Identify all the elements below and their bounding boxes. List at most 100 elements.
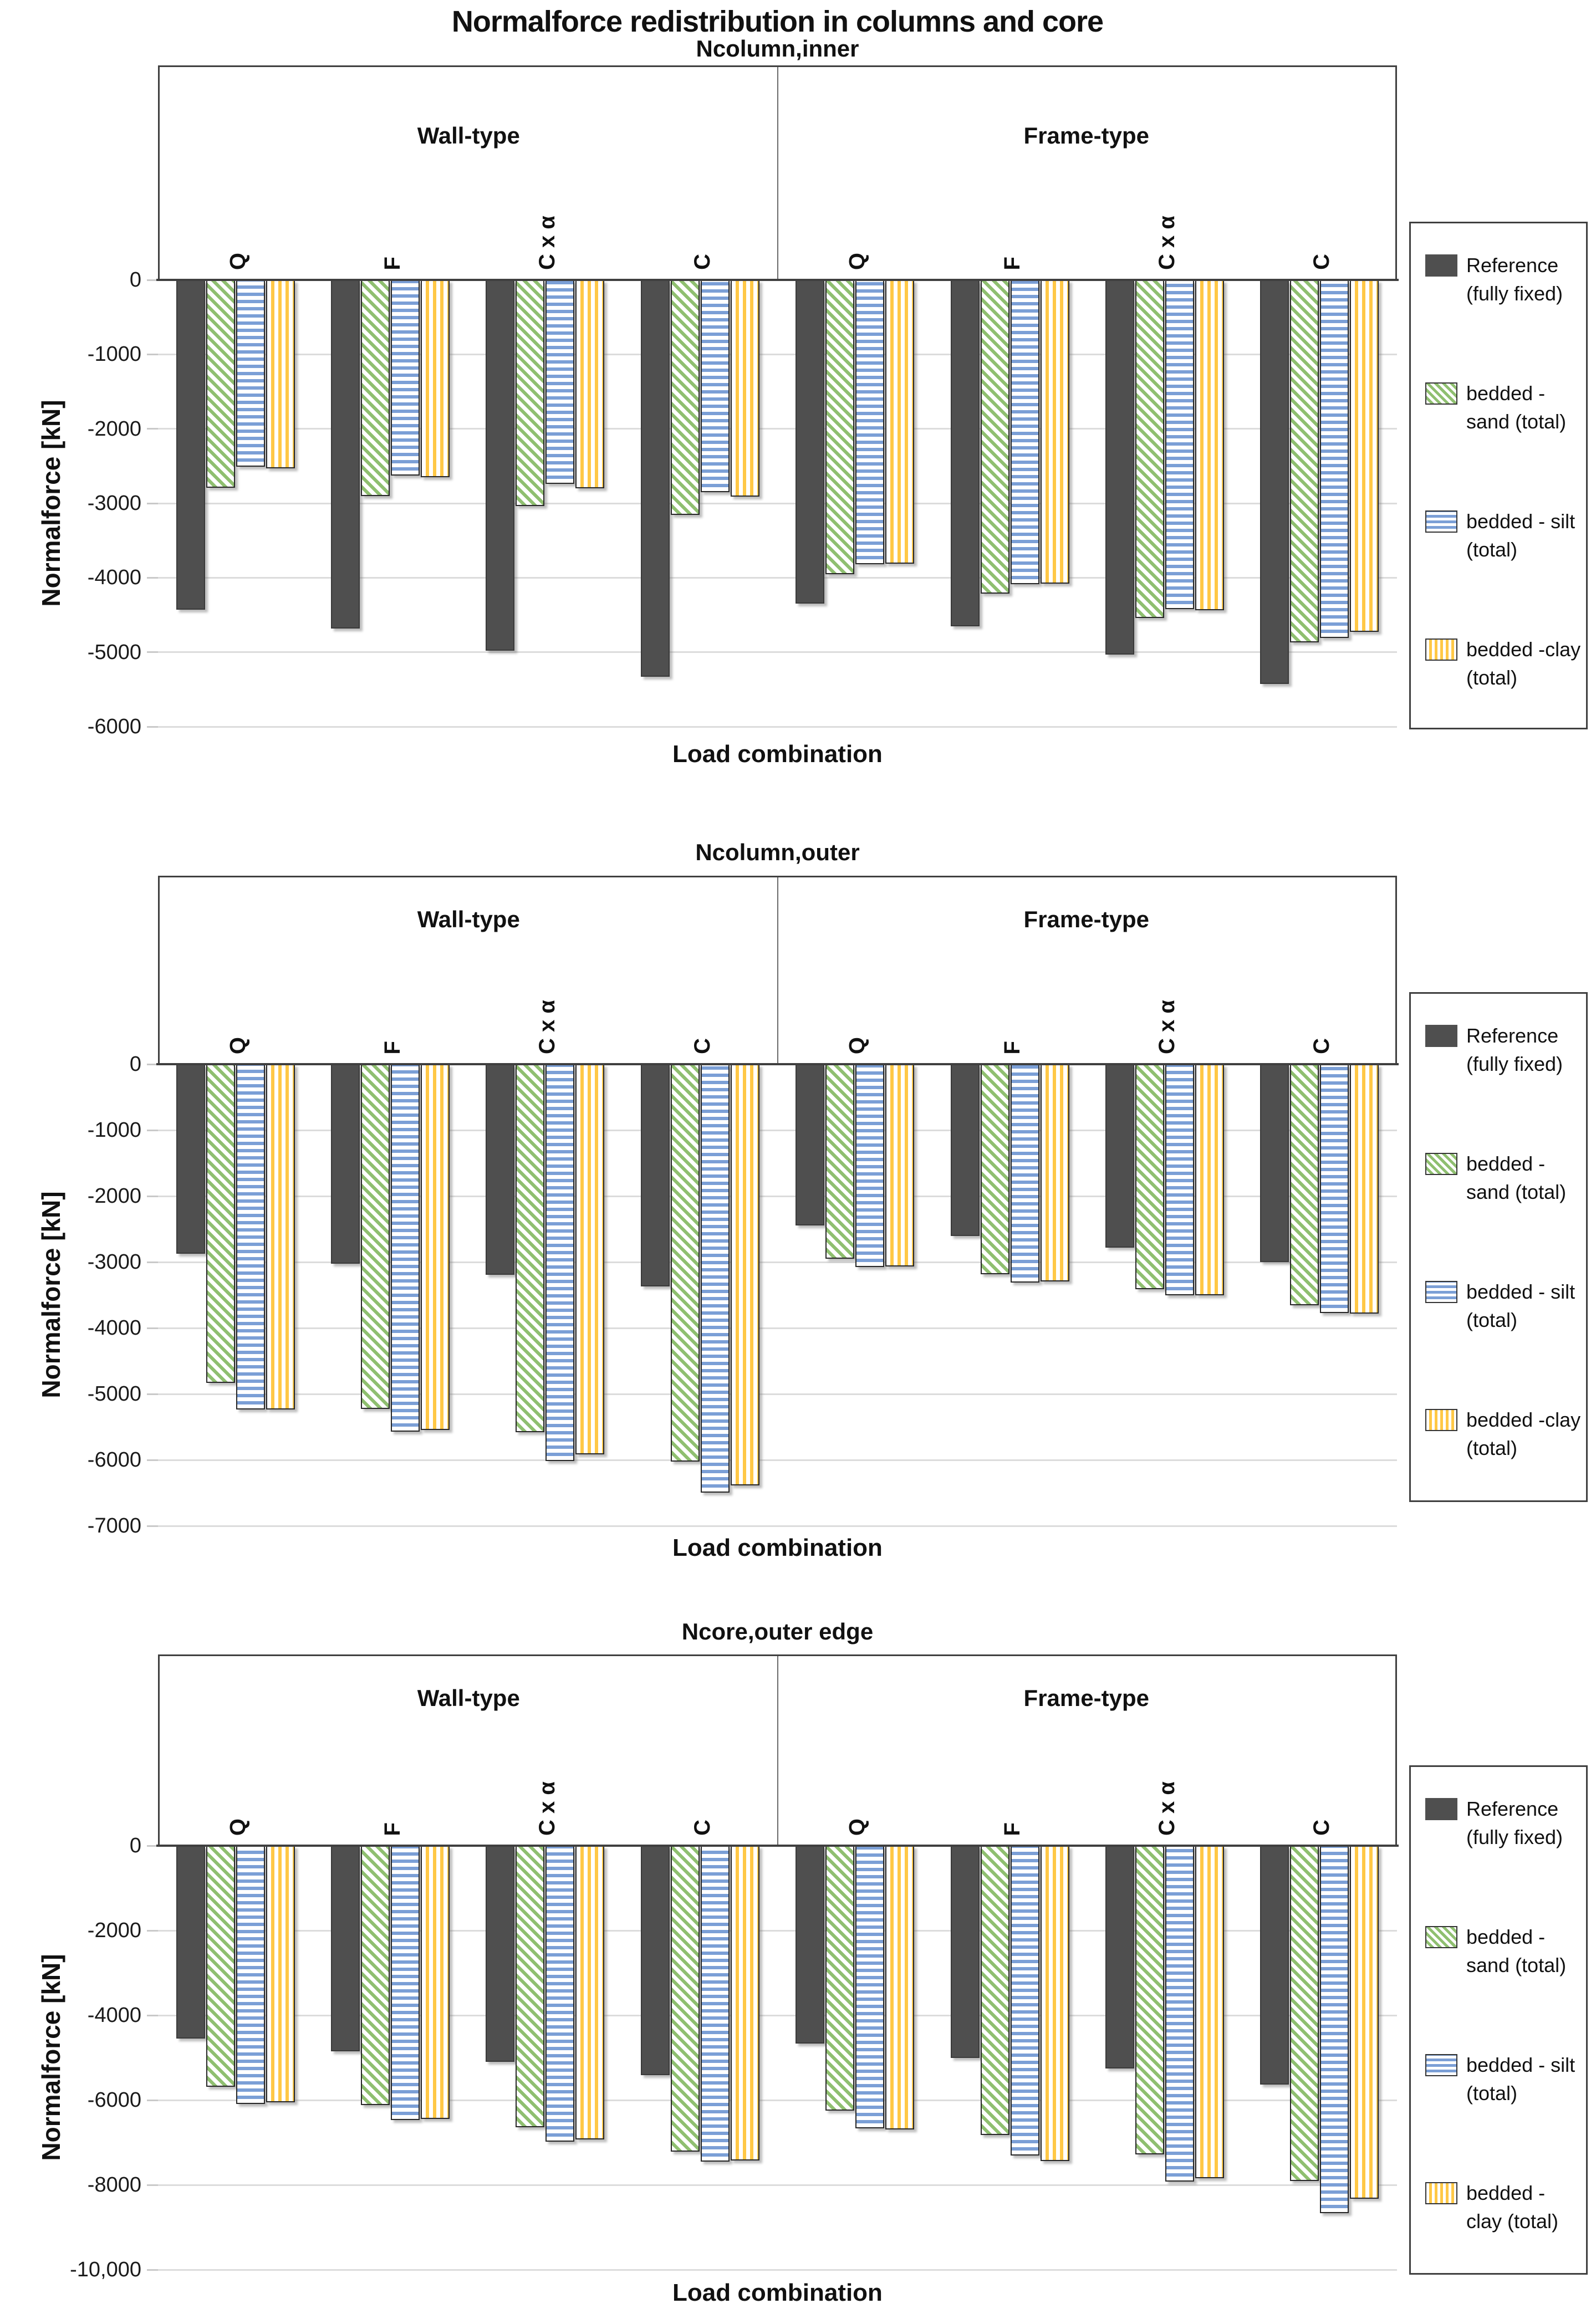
case-label: F: [380, 1822, 405, 1836]
section-divider-line: [777, 1656, 778, 1846]
bar: [361, 280, 390, 496]
legend-swatch-reference: [1425, 254, 1457, 277]
legend-box: Reference (fully fixed) bedded - sand (tota…: [1409, 992, 1588, 1502]
case-label: Q: [225, 252, 250, 270]
bar: [206, 1064, 235, 1383]
case-label: C: [690, 1038, 715, 1054]
plot-header: Wall-type Frame-type Q F C x α C Q F C x α C: [158, 65, 1397, 280]
bar: [206, 1846, 235, 2087]
bar: [516, 1064, 545, 1433]
legend-label-line: bedded -clay: [1466, 1408, 1581, 1431]
gridline: [158, 1393, 1397, 1395]
section-label-frame-type: Frame-type: [1023, 122, 1149, 149]
gridline: [158, 2014, 1397, 2016]
bar: [516, 1846, 545, 2128]
bar: [950, 280, 980, 626]
bar: [1165, 1064, 1194, 1295]
y-tick-label: -6000: [87, 1448, 141, 1472]
y-tick-label: -4000: [87, 2004, 141, 2027]
gridline: [158, 1261, 1397, 1263]
case-label: C: [690, 1820, 715, 1836]
gridline: [158, 2099, 1397, 2101]
legend-swatch-reference: [1425, 1025, 1457, 1047]
y-tick-label: -4000: [87, 1316, 141, 1340]
bar: [545, 1846, 575, 2142]
legend-item: bedded - sand (total): [1425, 1923, 1583, 1979]
legend-box: Reference (fully fixed) bedded - sand (tota…: [1409, 222, 1588, 729]
legend-label-line: sand (total): [1466, 1954, 1567, 1977]
bar: [640, 1064, 670, 1287]
legend-item: bedded - silt (total): [1425, 1278, 1583, 1334]
bar: [331, 280, 360, 629]
legend-swatch-silt: [1425, 510, 1457, 533]
bar: [670, 280, 700, 515]
legend-label: bedded - silt (total): [1466, 2051, 1575, 2107]
legend-label-line: sand (total): [1466, 1181, 1567, 1204]
bar: [1350, 1064, 1379, 1314]
bar: [206, 280, 235, 488]
y-tick-label: -5000: [87, 640, 141, 664]
plot-header: Wall-type Frame-type Q F C x α C Q F C x α C: [158, 1654, 1397, 1846]
legend-label-line: Reference: [1466, 1797, 1559, 1820]
bar: [1320, 1846, 1349, 2214]
y-tick-label: -1000: [87, 1118, 141, 1142]
legend-label-line: bedded - silt: [1466, 1280, 1575, 1303]
section-label-wall-type: Wall-type: [417, 906, 520, 932]
bar: [1350, 280, 1379, 632]
bar: [950, 1064, 980, 1236]
bar: [1320, 280, 1349, 639]
plot-area-ncore-outer-edge: Wall-type Frame-type Q F C x α C Q F C x α C 0 -…: [70, 1654, 1399, 2281]
axis-tick-mark: [147, 1845, 158, 1847]
bar: [176, 1064, 205, 1254]
y-tick-label: -2000: [87, 417, 141, 441]
bar: [1165, 1846, 1194, 2182]
bar: [176, 1846, 205, 2039]
legend-label: bedded - sand (total): [1466, 379, 1566, 436]
legend-item: bedded - silt (total): [1425, 507, 1583, 564]
gridline: [158, 651, 1397, 653]
case-label: C x α: [535, 1781, 560, 1836]
legend-swatch-reference: [1425, 1798, 1457, 1820]
y-tick-label: 0: [129, 1834, 141, 1857]
bar: [825, 1846, 855, 2111]
bar: [640, 280, 670, 677]
gridline: [158, 428, 1397, 430]
bar: [825, 280, 855, 574]
bar: [825, 1064, 855, 1259]
y-axis-title: Normalforce [kN]: [37, 1191, 65, 1398]
bar: [950, 1846, 980, 2058]
bar: [855, 280, 885, 565]
y-axis-title: Normalforce [kN]: [37, 1954, 65, 2161]
legend-label-line: Reference: [1466, 254, 1559, 277]
bar: [980, 280, 1009, 594]
bar: [1260, 1064, 1289, 1263]
axis-tick-mark: [147, 279, 158, 281]
case-label: F: [1000, 1040, 1024, 1054]
case-label: F: [380, 256, 405, 270]
gridline: [158, 1929, 1397, 1932]
bar: [1040, 1846, 1069, 2161]
bar: [545, 1064, 575, 1461]
subtitle-ncolumn-outer: Ncolumn,outer: [695, 839, 860, 865]
legend-label-line: (total): [1466, 2082, 1518, 2105]
y-tick-label: -6000: [87, 2088, 141, 2112]
section-label-frame-type: Frame-type: [1023, 906, 1149, 932]
bar: [331, 1846, 360, 2052]
zero-axis-line: [156, 1845, 1399, 1847]
bar: [1010, 280, 1039, 585]
bar: [1195, 1846, 1224, 2178]
bar: [391, 1064, 420, 1432]
bar: [885, 1064, 915, 1266]
bar: [700, 1846, 730, 2162]
bar: [391, 280, 420, 476]
bar: [236, 280, 265, 467]
subtitle-ncolumn-inner: Ncolumn,inner: [696, 35, 859, 62]
bar: [1105, 1064, 1134, 1248]
y-tick-label: -6000: [87, 715, 141, 738]
case-label: C x α: [535, 1000, 560, 1054]
case-label: F: [1000, 256, 1024, 270]
bar: [1105, 1846, 1134, 2068]
legend-box: Reference (fully fixed) bedded - sand (tota…: [1409, 1765, 1588, 2275]
legend-item: bedded -clay (total): [1425, 635, 1583, 692]
axis-tick-mark: [147, 1129, 158, 1131]
